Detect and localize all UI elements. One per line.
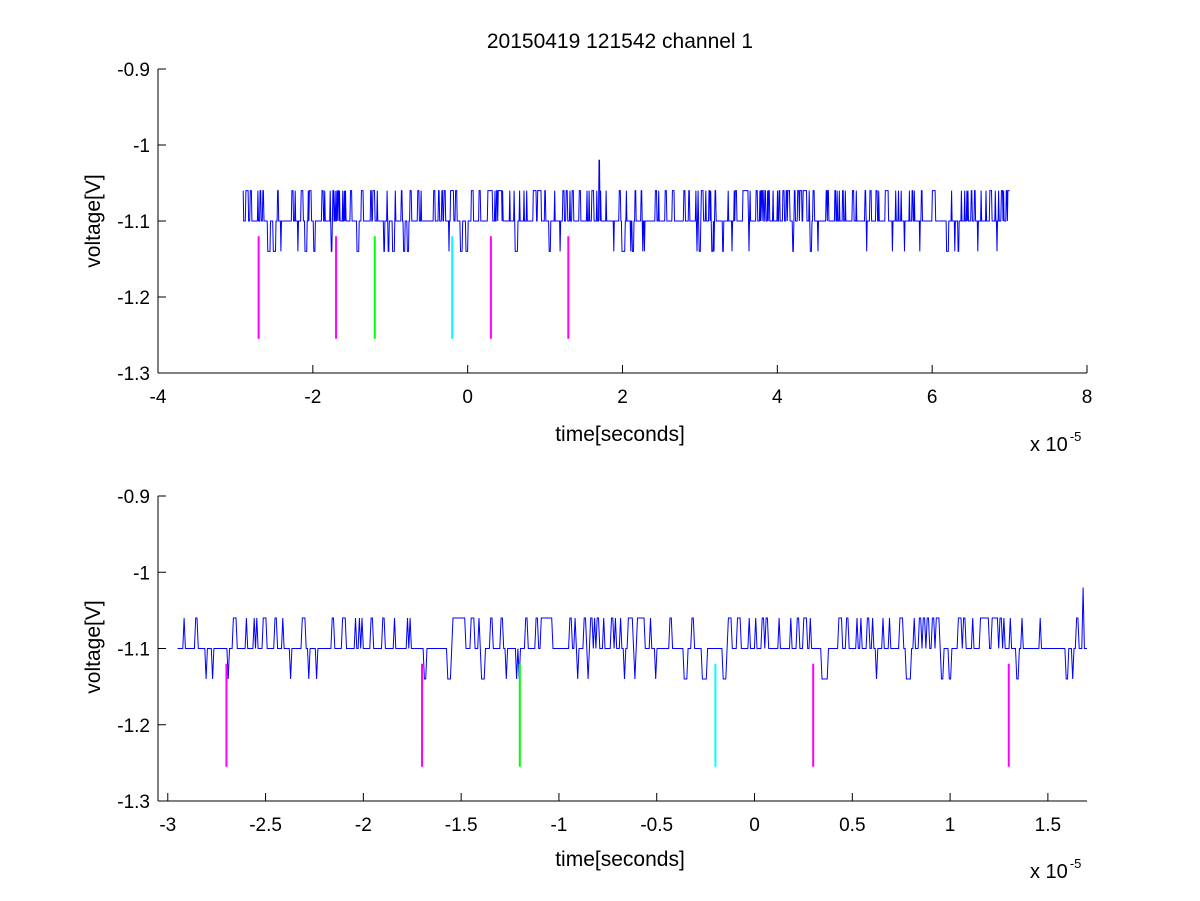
bottom-y-tick-label: -1.3 — [117, 792, 150, 813]
top-ticks: -4 -2 0 2 4 6 8 -1.3 -1.2 -1.1 -1 -0.9 — [117, 60, 1092, 408]
bottom-x-axis-label: time[seconds] — [555, 848, 685, 871]
bottom-x-tick-label: 0.5 — [839, 815, 865, 836]
top-x-tick-label: 8 — [1082, 387, 1093, 408]
top-x-tick-label: -2 — [304, 387, 321, 408]
top-x-tick-label: 4 — [772, 387, 783, 408]
bottom-x-tick-label: -1 — [550, 815, 567, 836]
bottom-y-tick-label: -1.1 — [117, 640, 150, 661]
top-x-scale-base: x 10 — [1030, 434, 1068, 456]
top-y-tick-label: -1.1 — [117, 212, 150, 233]
bottom-y-axis-label: voltage[V] — [82, 600, 105, 693]
bottom-subplot: -3 -2.5 -2 -1.5 -1 -0.5 0 0.5 1 1.5 -1.3 -1.2 -1.1 -1… — [82, 487, 1087, 883]
bottom-ticks: -3 -2.5 -2 -1.5 -1 -0.5 0 0.5 1 1.5 -1.3 -1.2 -1.1 -1… — [117, 487, 1061, 836]
bottom-x-scale-factor: x 10 -5 — [1030, 856, 1081, 883]
top-x-scale-exponent: -5 — [1070, 429, 1082, 444]
top-signal-layer — [242, 159, 1010, 252]
top-marker-layer — [257, 236, 570, 339]
top-x-tick-label: -4 — [150, 387, 167, 408]
top-subplot: 20150419 121542 channel 1 -4 -2 0 2 4 6 8-1.3-… — [82, 30, 1092, 456]
bottom-x-tick-label: 1.5 — [1035, 815, 1061, 836]
top-y-tick-label: -1.2 — [117, 288, 150, 309]
top-x-tick-label: 6 — [927, 387, 938, 408]
top-y-tick-label: -1.3 — [117, 364, 150, 385]
top-y-tick-label: -0.9 — [117, 60, 150, 81]
bottom-x-tick-label: -3 — [159, 815, 176, 836]
top-x-tick-label: 0 — [462, 387, 473, 408]
bottom-x-tick-label: -2 — [355, 815, 372, 836]
top-y-axis-label: voltage[V] — [82, 174, 105, 267]
bottom-x-tick-label: 0 — [749, 815, 760, 836]
top-x-axis-label: time[seconds] — [555, 423, 685, 446]
bottom-x-tick-label: -2.5 — [249, 815, 282, 836]
bottom-y-tick-label: -1 — [133, 563, 150, 584]
bottom-x-tick-label: -1.5 — [445, 815, 478, 836]
bottom-x-tick-label: 1 — [945, 815, 956, 836]
bottom-y-tick-label: -1.2 — [117, 716, 150, 737]
top-subplot-title: 20150419 121542 channel 1 — [487, 30, 753, 53]
bottom-x-scale-exponent: -5 — [1070, 856, 1082, 871]
bottom-x-tick-label: -0.5 — [640, 815, 673, 836]
top-x-scale-factor: x 10 -5 — [1030, 429, 1081, 456]
top-signal-line — [242, 159, 1010, 252]
bottom-signal-layer — [177, 587, 1087, 680]
bottom-y-tick-label: -0.9 — [117, 487, 150, 508]
bottom-x-scale-base: x 10 — [1030, 861, 1068, 883]
top-y-tick-label: -1 — [133, 136, 150, 157]
bottom-signal-line — [177, 587, 1087, 680]
top-x-tick-label: 2 — [617, 387, 628, 408]
bottom-marker-layer — [225, 663, 1010, 767]
